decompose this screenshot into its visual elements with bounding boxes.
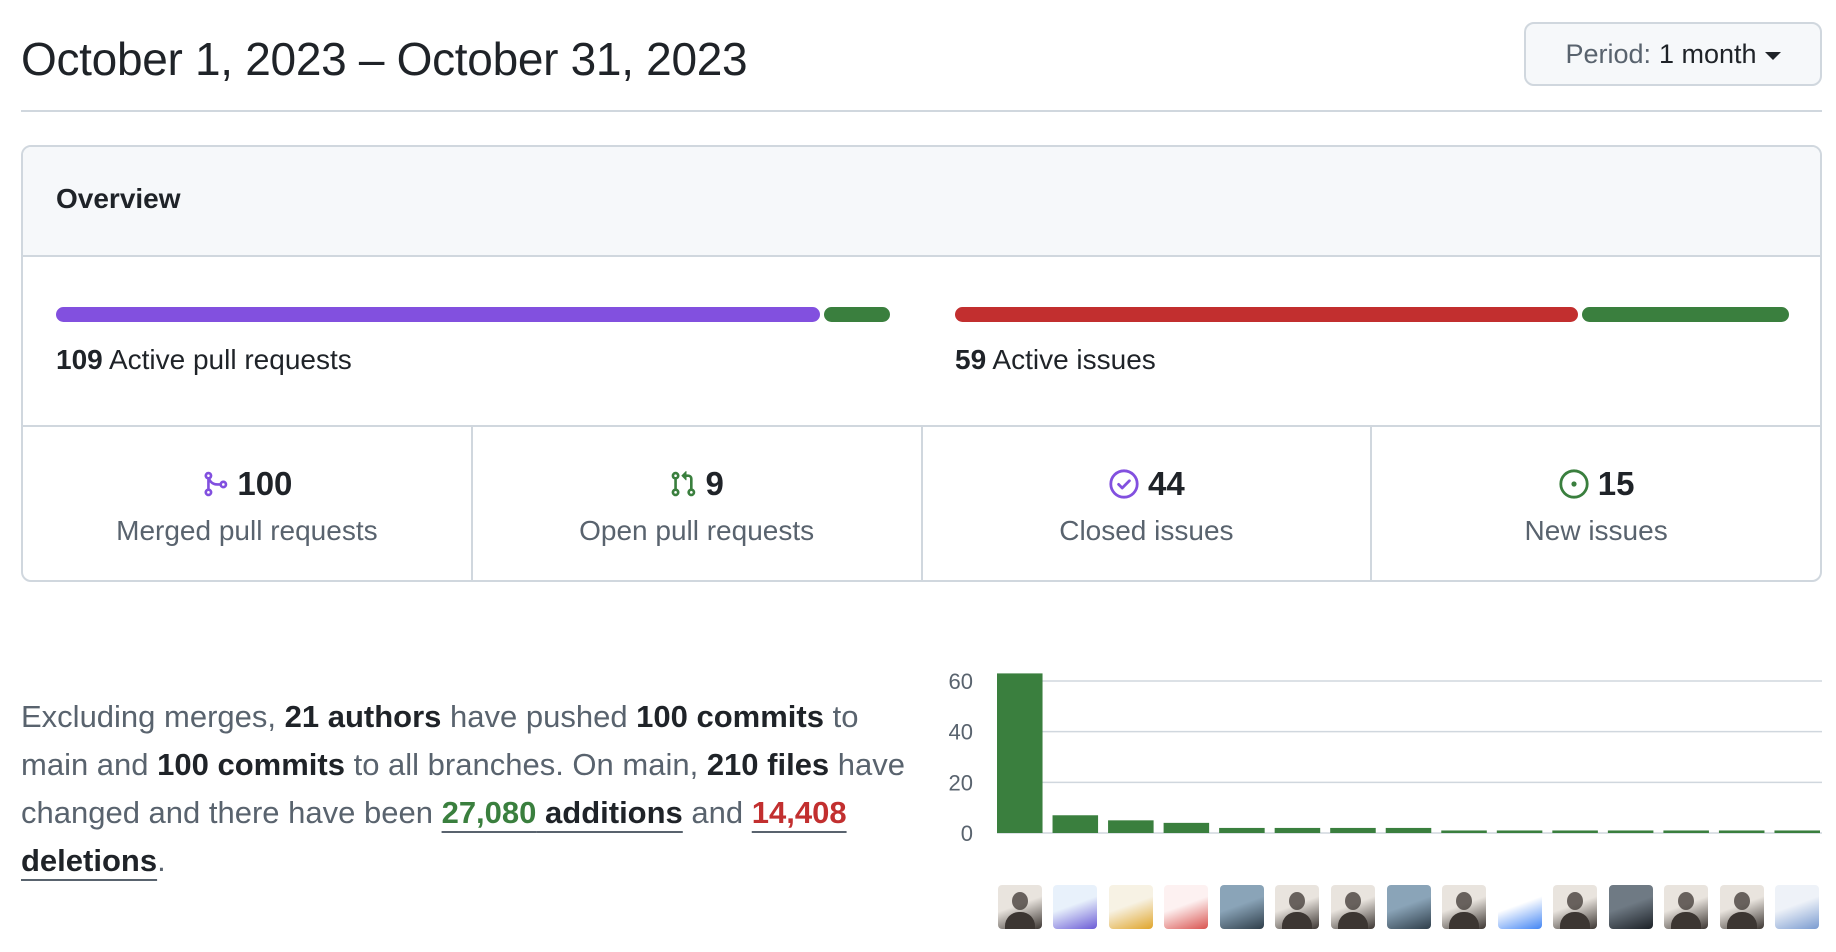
stat-open-pull-requests[interactable]: 9 Open pull requests (473, 427, 923, 580)
commits-all-count: 100 commits (157, 747, 345, 782)
period-value: 1 month (1659, 38, 1757, 69)
stats-row: 100 Merged pull requests 9 Open pull req… (23, 425, 1820, 580)
pixel-avatar[interactable] (1164, 885, 1209, 929)
stat-new-issues[interactable]: 15 New issues (1372, 427, 1820, 580)
commits-main-count: 100 commits (636, 699, 824, 734)
logo-avatar[interactable] (1497, 885, 1542, 929)
contributor-bar[interactable] (1496, 830, 1543, 833)
page-header: October 1, 2023 – October 31, 2023 Perio… (21, 22, 1822, 112)
git-pull-request-icon (669, 470, 697, 498)
summary-text-2: have pushed (441, 699, 637, 734)
pull-requests-summary[interactable]: 109 Active pull requests (56, 307, 890, 376)
pattern-avatar[interactable] (1775, 885, 1820, 929)
y-tick-label: 60 (949, 669, 973, 694)
summary-text-4: to all branches. On main, (344, 747, 707, 782)
active-issues-text: Active issues (992, 344, 1156, 375)
commit-summary: Excluding merges, 21 authors have pushed… (21, 693, 921, 885)
overview-title: Overview (56, 183, 181, 214)
period-select-button[interactable]: Period: 1 month (1524, 22, 1822, 86)
files-changed-count: 210 files (706, 747, 830, 782)
overview-header: Overview (23, 147, 1820, 257)
contributor-bar[interactable] (1718, 830, 1765, 833)
contributor-bar[interactable] (1385, 827, 1432, 833)
deletions-word: deletions (21, 843, 158, 878)
issue-opened-icon (1558, 468, 1590, 500)
issue-closed-icon (1108, 468, 1140, 500)
summary-text-5: have changed and there have been (21, 747, 906, 830)
contributor-bar[interactable] (1774, 830, 1820, 833)
summary-text-6: and (682, 795, 752, 830)
new-issues-count: 15 (1597, 465, 1635, 502)
character-avatar[interactable] (1608, 885, 1653, 929)
new-issues-label: New issues (1524, 515, 1668, 546)
y-tick-label: 20 (949, 770, 973, 795)
merged-pull-requests-label: Merged pull requests (116, 515, 378, 546)
merged-pull-requests-count: 100 (237, 465, 293, 502)
issues-bar (955, 307, 1789, 322)
new-segment (1581, 307, 1789, 322)
person-avatar[interactable] (1275, 885, 1320, 929)
additions-word: additions (536, 795, 683, 830)
deletions-link[interactable]: 14,408 deletions (21, 795, 847, 878)
pull-requests-bar (56, 307, 890, 322)
active-pull-requests-count: 109 (56, 344, 103, 375)
summary-text-1: Excluding merges, (21, 699, 285, 734)
open-pull-requests-count: 9 (705, 465, 724, 502)
date-range-title: October 1, 2023 – October 31, 2023 (21, 33, 748, 85)
person-avatar[interactable] (1553, 885, 1598, 929)
closed-issues-label: Closed issues (1059, 515, 1234, 546)
landscape-avatar[interactable] (1219, 885, 1264, 929)
contributor-bar[interactable] (1441, 830, 1487, 833)
stat-closed-issues[interactable]: 44 Closed issues (923, 427, 1373, 580)
person-avatar[interactable] (997, 885, 1042, 929)
illustration-avatar[interactable] (1053, 885, 1098, 929)
contributor-bar[interactable] (1552, 830, 1598, 833)
authors-count: 21 authors (284, 699, 442, 734)
y-tick-label: 0 (961, 821, 973, 846)
summary-text-3: to main and (21, 699, 859, 782)
overview-panel: Overview 109 Active pull requests 59 Act… (21, 145, 1822, 582)
contributor-bar[interactable] (1274, 827, 1321, 833)
person-avatar[interactable] (1664, 885, 1709, 929)
person-avatar[interactable] (1330, 885, 1375, 929)
contributor-bar[interactable] (1330, 827, 1376, 833)
contributor-bar[interactable] (1108, 820, 1154, 833)
open-segment (823, 307, 890, 322)
issues-summary[interactable]: 59 Active issues (955, 307, 1789, 376)
contributor-bar[interactable] (1663, 830, 1709, 833)
contributor-bar[interactable] (1219, 827, 1265, 833)
closed-issues-count: 44 (1148, 465, 1185, 502)
git-merge-icon (201, 470, 229, 498)
additions-link[interactable]: 27,080 additions (442, 795, 683, 830)
contributor-bar[interactable] (1607, 830, 1654, 833)
contributor-bar[interactable] (1163, 822, 1210, 833)
active-pull-requests-text: Active pull requests (108, 344, 352, 375)
period-label: Period: (1565, 38, 1651, 69)
summary-text-7: . (157, 843, 166, 878)
y-tick-label: 40 (949, 720, 973, 745)
pineapple-avatar[interactable] (1108, 885, 1153, 929)
active-issues-label: 59 Active issues (955, 344, 1789, 376)
person-avatar[interactable] (1442, 885, 1487, 929)
person-avatar[interactable] (1719, 885, 1764, 929)
additions-count: 27,080 (441, 795, 537, 830)
contributor-bar[interactable] (997, 673, 1043, 833)
contributor-bar[interactable] (1052, 815, 1099, 833)
stat-merged-pull-requests[interactable]: 100 Merged pull requests (23, 427, 473, 580)
contributors-bar-chart: 0 20 40 60 (949, 669, 1822, 846)
merged-segment (56, 307, 820, 322)
active-pull-requests-label: 109 Active pull requests (56, 344, 890, 376)
open-pull-requests-label: Open pull requests (579, 515, 815, 546)
closed-segment (955, 307, 1578, 322)
caret-down-icon (1764, 51, 1781, 60)
landscape-avatar[interactable] (1386, 885, 1431, 929)
active-issues-count: 59 (955, 344, 987, 375)
deletions-count: 14,408 (751, 795, 847, 830)
